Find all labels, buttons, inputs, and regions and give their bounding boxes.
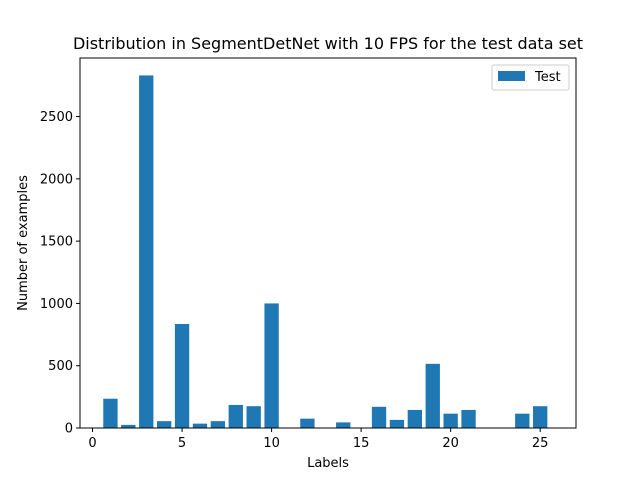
y-tick-label: 2000 [40,172,73,187]
bar-label-14 [336,422,351,428]
legend-swatch [498,71,525,81]
x-tick-label: 25 [532,436,549,451]
bar-label-25 [533,406,548,428]
bar-label-7 [210,421,226,428]
bar-label-2 [121,424,136,428]
x-tick-label: 20 [442,436,459,451]
bar-label-18 [407,409,422,428]
legend-entry-test: Test [534,70,561,85]
y-tick-label: 1500 [40,235,73,250]
x-tick-label: 5 [178,436,186,451]
y-tick-label: 2500 [40,110,73,125]
bar-label-21 [461,409,476,428]
bar-label-4 [157,421,172,428]
y-axis-label: Number of examples [16,175,31,311]
y-axis-ticks: 0 500 1000 1500 2000 2500 [40,110,80,437]
plot-frame [79,57,577,429]
y-tick-label: 1000 [40,297,73,312]
bar-label-1 [103,398,118,428]
bar-label-24 [515,413,530,428]
bar-label-10 [264,303,279,428]
bar-label-3 [139,75,154,428]
x-tick-label: 15 [353,436,370,451]
y-tick-label: 500 [48,359,73,374]
bar-label-16 [371,406,387,428]
bar-label-8 [228,404,243,428]
legend: Test [491,64,570,91]
bar-label-12 [300,418,315,428]
y-tick-label: 0 [65,422,73,437]
bar-label-19 [425,363,440,428]
bar-label-9 [246,406,261,428]
x-tick-label: 0 [88,436,96,451]
x-tick-label: 10 [263,436,280,451]
bars-group [103,75,548,428]
chart-title: Distribution in SegmentDetNet with 10 FP… [73,34,583,53]
bar-label-5 [174,323,190,428]
bar-label-20 [443,413,458,428]
bar-label-17 [389,419,405,428]
x-axis-label: Labels [307,456,349,471]
bar-label-6 [192,423,208,428]
x-axis-ticks: 0 5 10 15 20 25 [88,428,548,451]
